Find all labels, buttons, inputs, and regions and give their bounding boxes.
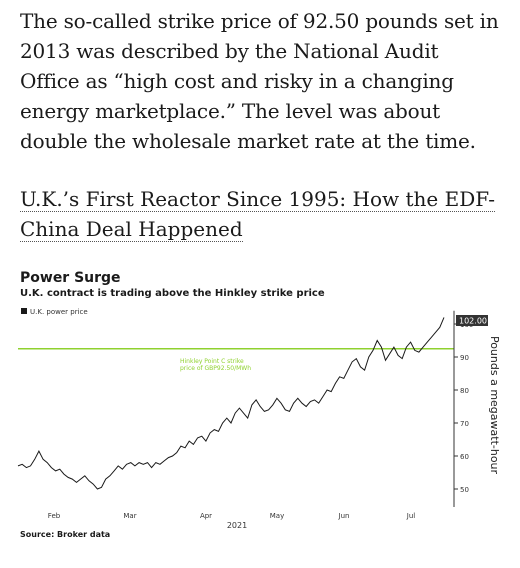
y-tick-label: 80: [460, 387, 469, 395]
y-tick-label: 60: [460, 453, 469, 461]
x-axis-label: 2021: [227, 521, 247, 530]
legend-swatch: [21, 308, 27, 314]
last-value-badge: [456, 315, 488, 326]
x-axis-ticks: Feb Mar Apr May Jun Jul: [48, 512, 415, 520]
chart-source: Source: Broker data: [20, 530, 111, 539]
y-tick-label: 50: [460, 486, 469, 494]
reference-line-label: Hinkley Point C strike: [180, 358, 244, 365]
related-article-link-text[interactable]: U.K.’s First Reactor Since 1995: How the…: [20, 187, 495, 242]
y-axis-label: Pounds a megawatt-hour: [488, 336, 501, 475]
y-tick-label: 90: [460, 354, 469, 362]
article-paragraph: The so-called strike price of 92.50 poun…: [20, 9, 499, 153]
chart-legend: U.K. power price: [21, 308, 88, 316]
reference-line-label: price of GBP92.50/MWh: [180, 365, 251, 372]
y-tick-label: 70: [460, 420, 469, 428]
x-tick-label: Jun: [338, 512, 350, 520]
x-tick-label: Feb: [48, 512, 61, 520]
legend-label: U.K. power price: [30, 308, 88, 316]
x-tick-label: Apr: [200, 512, 212, 520]
x-tick-label: May: [270, 512, 284, 520]
x-tick-label: Mar: [123, 512, 136, 520]
x-tick-label: Jul: [406, 512, 416, 520]
power-price-series-line: [17, 317, 445, 490]
y-axis-ticks: 5060708090100: [454, 321, 473, 494]
chart-subtitle: U.K. contract is trading above the Hinkl…: [20, 288, 325, 299]
last-value-label: 102.00: [459, 317, 487, 326]
chart-title: Power Surge: [20, 270, 121, 286]
chart: U.K. power price Hinkley Point C strike …: [17, 308, 501, 530]
related-article-link[interactable]: U.K.’s First Reactor Since 1995: How the…: [20, 184, 500, 244]
